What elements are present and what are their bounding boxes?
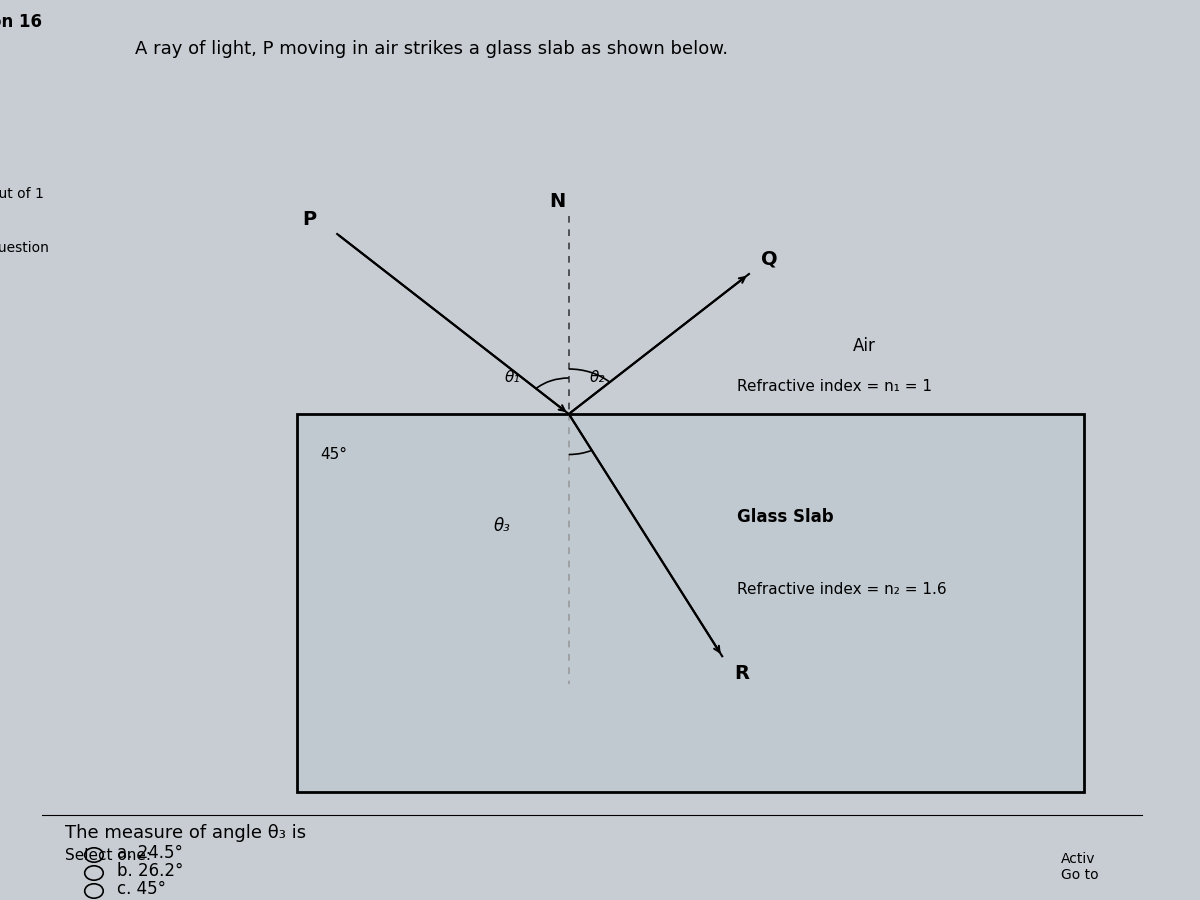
Text: out of 1: out of 1: [0, 187, 43, 201]
Text: N: N: [550, 192, 565, 211]
Text: Glass Slab: Glass Slab: [737, 508, 833, 526]
Text: Select one:: Select one:: [65, 848, 151, 863]
Text: Q: Q: [761, 250, 778, 269]
Text: R: R: [733, 664, 749, 683]
Text: A ray of light, P moving in air strikes a glass slab as shown below.: A ray of light, P moving in air strikes …: [134, 40, 727, 58]
Text: P: P: [302, 210, 317, 229]
Text: θ₂: θ₂: [589, 371, 605, 385]
Text: Refractive index = n₁ = 1: Refractive index = n₁ = 1: [737, 380, 931, 394]
Text: b. 26.2°: b. 26.2°: [118, 862, 184, 880]
Text: Refractive index = n₂ = 1.6: Refractive index = n₂ = 1.6: [737, 582, 947, 597]
FancyBboxPatch shape: [296, 414, 1084, 792]
Text: θ₁: θ₁: [505, 371, 521, 385]
Text: on 16: on 16: [0, 13, 42, 31]
Text: θ₃: θ₃: [493, 517, 510, 535]
Text: The measure of angle θ₃ is: The measure of angle θ₃ is: [65, 824, 306, 842]
Text: Air: Air: [852, 337, 876, 355]
Text: question: question: [0, 241, 49, 255]
Text: a. 24.5°: a. 24.5°: [118, 844, 184, 862]
Text: 45°: 45°: [320, 447, 347, 462]
Text: c. 45°: c. 45°: [118, 880, 166, 898]
Text: Activ
Go to: Activ Go to: [1061, 851, 1099, 882]
